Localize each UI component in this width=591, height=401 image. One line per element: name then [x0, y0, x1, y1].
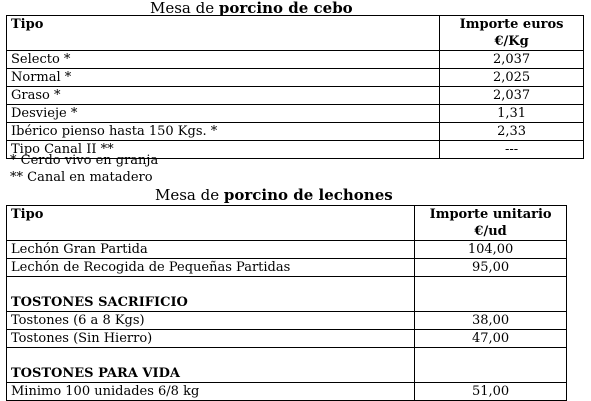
- importe-cell: 2,037: [439, 50, 584, 69]
- table-row: Selecto * 2,037: [5, 50, 584, 69]
- cebo-col-importe-line1: Importe euros: [459, 17, 564, 32]
- importe-cell: 51,00: [414, 382, 567, 401]
- lechones-table-title: Mesa de porcino de lechones: [155, 187, 393, 204]
- importe-cell: 1,31: [439, 104, 584, 123]
- importe-cell: 95,00: [414, 258, 567, 277]
- cebo-title-bold: porcino de cebo: [218, 0, 353, 17]
- tipo-cell: Lechón de Recogida de Pequeñas Partidas: [5, 258, 416, 277]
- tipo-cell: Lechón Gran Partida: [5, 240, 416, 259]
- importe-cell: 38,00: [414, 311, 567, 330]
- tipo-cell: Minimo 100 unidades 6/8 kg: [5, 382, 416, 401]
- tipo-cell: Tostones (Sin Hierro): [5, 329, 416, 348]
- section-row: TOSTONES PARA VIDA: [5, 347, 567, 383]
- lechones-title-bold: porcino de lechones: [223, 186, 393, 204]
- importe-cell: 2,037: [439, 86, 584, 105]
- cebo-title-prefix: Mesa de: [150, 0, 219, 17]
- table-row: Graso * 2,037: [5, 86, 584, 105]
- cebo-header-row: Tipo Importe euros €/Kg: [5, 15, 584, 51]
- table-row: Tostones (Sin Hierro) 47,00: [5, 329, 567, 348]
- cebo-col-importe-line2: €/Kg: [494, 34, 529, 49]
- section-heading: TOSTONES SACRIFICIO: [5, 276, 416, 312]
- table-row: Desvieje * 1,31: [5, 104, 584, 123]
- cebo-price-table: Tipo Importe euros €/Kg Selecto * 2,037 …: [5, 15, 584, 159]
- tipo-cell: Graso *: [5, 86, 441, 105]
- table-row: Tipo Canal II ** ---: [5, 140, 584, 159]
- tipo-cell: Ibérico pienso hasta 150 Kgs. *: [5, 122, 441, 141]
- table-row: Normal * 2,025: [5, 68, 584, 87]
- tipo-cell: Normal *: [5, 68, 441, 87]
- table-row: Tostones (6 a 8 Kgs) 38,00: [5, 311, 567, 330]
- importe-cell: 2,025: [439, 68, 584, 87]
- cebo-col-tipo: Tipo: [5, 15, 441, 51]
- cebo-footnotes: * Cerdo vivo en granja ** Canal en matad…: [10, 152, 158, 186]
- footnote: * Cerdo vivo en granja: [10, 153, 159, 168]
- section-heading: TOSTONES PARA VIDA: [5, 347, 416, 383]
- tipo-cell: Tostones (6 a 8 Kgs): [5, 311, 416, 330]
- cebo-table-title: Mesa de porcino de cebo: [150, 0, 353, 17]
- table-row: Ibérico pienso hasta 150 Kgs. * 2,33: [5, 122, 584, 141]
- tipo-cell: Desvieje *: [5, 104, 441, 123]
- importe-cell: 47,00: [414, 329, 567, 348]
- lechones-price-table: Tipo Importe unitario €/ud Lechón Gran P…: [5, 205, 567, 401]
- lechones-col-tipo: Tipo: [5, 205, 416, 241]
- table-row: Minimo 100 unidades 6/8 kg 51,00: [5, 382, 567, 401]
- importe-cell: ---: [439, 140, 584, 159]
- importe-cell: 2,33: [439, 122, 584, 141]
- lechones-title-prefix: Mesa de: [155, 186, 224, 204]
- lechones-col-importe: Importe unitario €/ud: [414, 205, 567, 241]
- lechones-col-importe-line2: €/ud: [474, 224, 507, 239]
- empty-cell: [414, 276, 567, 312]
- lechones-col-importe-line1: Importe unitario: [429, 207, 552, 222]
- section-row: TOSTONES SACRIFICIO: [5, 276, 567, 312]
- importe-cell: 104,00: [414, 240, 567, 259]
- tipo-cell: Selecto *: [5, 50, 441, 69]
- lechones-header-row: Tipo Importe unitario €/ud: [5, 205, 567, 241]
- table-row: Lechón de Recogida de Pequeñas Partidas …: [5, 258, 567, 277]
- tipo-cell: Tipo Canal II **: [5, 140, 441, 159]
- table-row: Lechón Gran Partida 104,00: [5, 240, 567, 259]
- footnote: ** Canal en matadero: [10, 170, 153, 185]
- empty-cell: [414, 347, 567, 383]
- cebo-col-importe: Importe euros €/Kg: [439, 15, 584, 51]
